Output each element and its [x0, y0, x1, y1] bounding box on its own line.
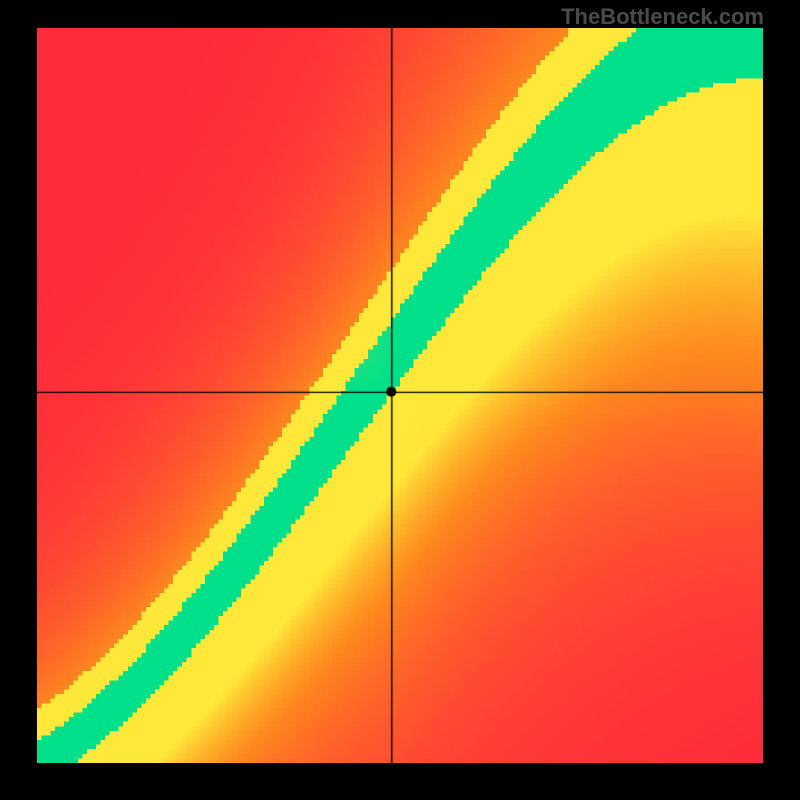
watermark-text: TheBottleneck.com — [561, 4, 764, 30]
bottleneck-heatmap — [37, 28, 763, 763]
stage: TheBottleneck.com — [0, 0, 800, 800]
